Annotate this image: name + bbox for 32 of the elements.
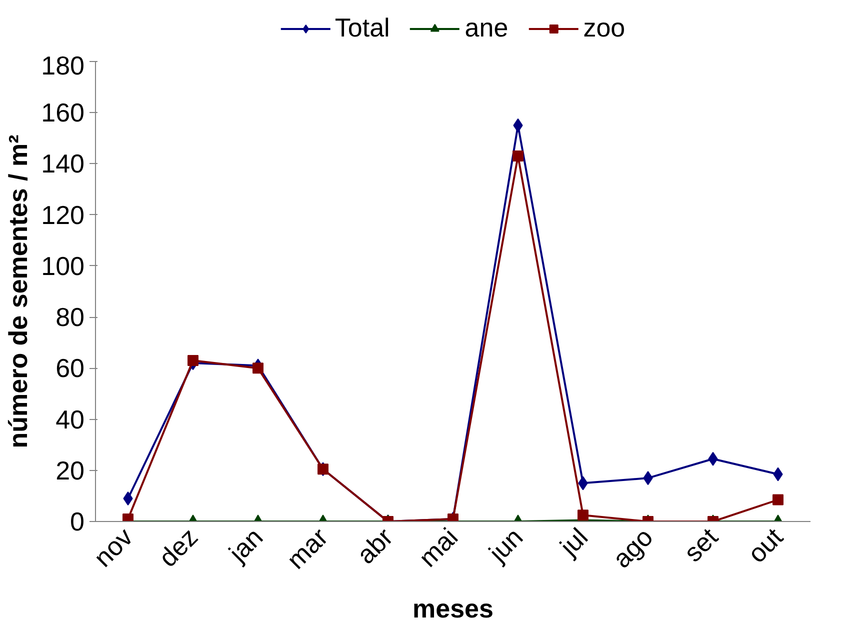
x-tick-label: set: [678, 521, 724, 568]
y-tick-label: 20: [56, 455, 84, 486]
legend-label: Total: [334, 12, 390, 44]
y-tick-label: 100: [41, 250, 85, 281]
legend-label: ane: [464, 12, 508, 44]
point: [512, 150, 524, 162]
point: [578, 510, 588, 521]
x-tick-label: nov: [88, 522, 139, 573]
y-tick-label: 0: [70, 506, 85, 536]
x-axis-title: meses: [412, 593, 494, 624]
y-tick-label: 160: [41, 98, 85, 128]
x-tick-label: dez: [152, 522, 204, 573]
x-tick-label: ago: [606, 522, 659, 574]
x-tick-label: mar: [280, 522, 334, 575]
point: [772, 494, 784, 506]
y-tick-label: 60: [56, 353, 84, 384]
x-tick-label: mai: [412, 522, 464, 573]
y-tick-label: 40: [56, 404, 84, 434]
point: [188, 355, 198, 366]
y-tick-label: 120: [41, 200, 85, 230]
x-tick-label: abr: [350, 522, 399, 570]
y-tick-label: 180: [41, 50, 85, 80]
point: [252, 362, 264, 374]
x-tick-label: jun: [482, 522, 529, 568]
x-tick-label: out: [742, 521, 790, 569]
y-tick-label: 80: [56, 302, 84, 332]
y-tick-label: 140: [41, 148, 85, 179]
x-tick-label: jan: [222, 522, 269, 568]
legend-label: zoo: [583, 12, 626, 44]
point: [123, 492, 133, 506]
y-axis-title: número de sementes / m²: [3, 134, 34, 448]
x-tick-label: jul: [553, 522, 594, 562]
